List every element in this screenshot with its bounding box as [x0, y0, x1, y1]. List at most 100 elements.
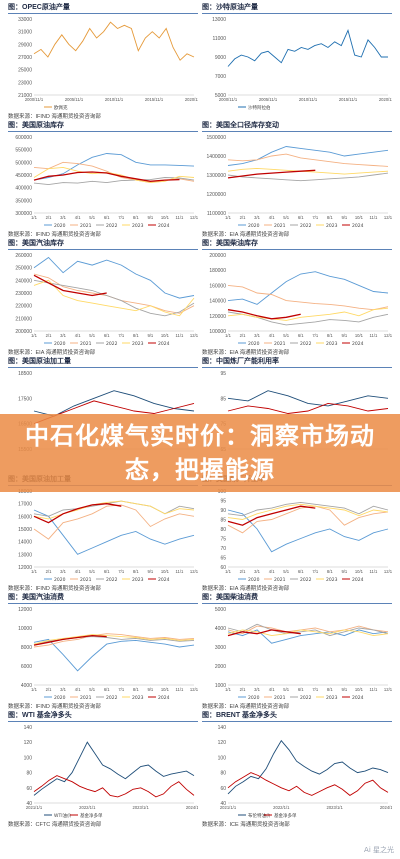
- chart-title: 图：美国原油加工量: [8, 356, 198, 368]
- chart-panel: 图：BRENT 基金净多头 140 120 100 80 60 40 2021/1/1 2022…: [202, 710, 392, 828]
- chart-panel: 图：美国柴油消费 5000 4000 3000 2000 1000 1/1 2/1 3/1 4/1…: [202, 592, 392, 710]
- y-tick-label: 1000: [215, 683, 226, 689]
- y-tick-label: 160000: [209, 283, 226, 289]
- chart-panel: 图：美国汽油消费 12000 10000 8000 6000 4000 1/1 2/1 3/1 4…: [8, 592, 198, 710]
- y-tick-label: 13000: [212, 17, 226, 23]
- chart-panel: 图：美国柴油库存 200000 180000 160000 140000 120000 10…: [202, 238, 392, 356]
- x-tick-label: 1/1: [31, 569, 37, 574]
- series-line: [33, 634, 195, 645]
- x-tick-label: 8/1: [133, 569, 139, 574]
- chart-title: 图：BRENT 基金净多头: [202, 710, 392, 722]
- x-tick-label: 8/1: [133, 687, 139, 692]
- x-tick-label: 9/1: [341, 687, 347, 692]
- x-tick-label: 2/1: [240, 333, 246, 338]
- y-tick-label: 500000: [15, 160, 32, 166]
- x-tick-label: 1/1: [225, 333, 231, 338]
- x-tick-label: 8/1: [327, 569, 333, 574]
- x-tick-label: 3/1: [254, 687, 260, 692]
- chart-panel: 图：美国炼厂开工率10095908580757065601/12/13/14/1…: [202, 474, 392, 592]
- x-tick-label: 3/1: [254, 333, 260, 338]
- series-line: [33, 274, 107, 297]
- y-tick-label: 100: [24, 755, 33, 761]
- chart-plot: 260000 250000 240000 230000 220000 210000 2000…: [15, 253, 198, 347]
- x-tick-label: 4/1: [269, 687, 275, 692]
- x-tick-label: 2/1: [46, 687, 52, 692]
- chart-source: 数据来源：EIA 海通期货投资咨询部: [202, 232, 290, 238]
- x-tick-label: 2020/11/1: [379, 97, 392, 102]
- x-tick-label: 12/1: [190, 569, 198, 574]
- legend-label: 2020: [248, 223, 260, 229]
- chart-source: 数据来源：IFIND 海通期货投资咨询部: [8, 232, 101, 238]
- x-tick-label: 8/1: [327, 215, 333, 220]
- series-line: [33, 503, 122, 524]
- x-tick-label: 3/1: [254, 569, 260, 574]
- series-line: [227, 169, 316, 179]
- y-tick-label: 200000: [209, 253, 226, 259]
- series-line: [227, 503, 389, 520]
- x-tick-label: 10/1: [355, 215, 364, 220]
- x-tick-label: 7/1: [312, 569, 318, 574]
- x-tick-label: 11/1: [176, 333, 185, 338]
- x-tick-label: 12/1: [384, 569, 392, 574]
- x-tick-label: 11/1: [370, 215, 379, 220]
- series-line: [227, 167, 389, 175]
- x-tick-label: 2015/11/1: [339, 97, 358, 102]
- x-tick-label: 1/1: [31, 687, 37, 692]
- chart-panel: 图：美国原油加工量1800017000160001500014000130001…: [8, 474, 198, 592]
- legend-label: 2020: [248, 695, 260, 701]
- x-tick-label: 2005/11/1: [65, 97, 84, 102]
- x-tick-label: 5/1: [283, 215, 289, 220]
- x-tick-label: 5/1: [283, 333, 289, 338]
- y-tick-label: 60: [26, 786, 32, 792]
- chart-panel: 图：WTI 基金净多头 140 120 100 80 60 40 2021/1/1 2022/1…: [8, 710, 198, 828]
- chart-plot: 100 95 90 85 80 75 70 65 601/1 2/1 3/1 4/1 5/1 6/1 7/1…: [218, 489, 392, 583]
- x-tick-label: 5/1: [89, 333, 95, 338]
- y-tick-label: 120000: [209, 314, 226, 320]
- legend-label: 2021: [80, 341, 92, 347]
- x-tick-label: 5/1: [283, 687, 289, 692]
- x-tick-label: 10/1: [355, 687, 364, 692]
- x-tick-label: 11/1: [370, 333, 379, 338]
- series-line: [227, 307, 389, 321]
- x-tick-label: 7/1: [118, 215, 124, 220]
- legend-label: 2024: [158, 577, 170, 583]
- x-tick-label: 9/1: [341, 569, 347, 574]
- y-tick-label: 4000: [215, 626, 226, 632]
- legend-label: 2023: [132, 341, 144, 347]
- y-tick-label: 23000: [18, 80, 32, 86]
- chart-title: 图：OPEC原油产量: [8, 2, 198, 14]
- chart-title: 图：WTI 基金净多头: [8, 710, 198, 722]
- legend-label: 2023: [326, 341, 338, 347]
- y-tick-label: 250000: [15, 266, 32, 272]
- chart-title: 图：中国炼厂产能利用率: [202, 356, 392, 368]
- legend-label: 2020: [54, 577, 66, 583]
- x-tick-label: 8/1: [133, 215, 139, 220]
- legend-label: 2023: [326, 223, 338, 229]
- x-tick-label: 9/1: [147, 333, 153, 338]
- legend-label: 2022: [106, 223, 118, 229]
- x-tick-label: 4/1: [75, 687, 81, 692]
- x-tick-label: 2000/11/1: [25, 97, 44, 102]
- series-line: [227, 172, 389, 182]
- x-tick-label: 3/1: [60, 333, 66, 338]
- series-line: [33, 500, 195, 517]
- x-tick-label: 2015/11/1: [145, 97, 164, 102]
- x-tick-label: 1/1: [31, 333, 37, 338]
- chart-panel: 图：沙特原油产量 13000 11000 9000 7000 5000 2000/11/1 2…: [202, 2, 392, 120]
- x-tick-label: 7/1: [118, 569, 124, 574]
- x-tick-label: 3/1: [254, 215, 260, 220]
- x-tick-label: 9/1: [341, 215, 347, 220]
- x-tick-label: 1/1: [225, 687, 231, 692]
- x-tick-label: 11/1: [176, 215, 185, 220]
- x-tick-label: 8/1: [327, 333, 333, 338]
- series-line: [227, 284, 389, 311]
- y-tick-label: 220000: [15, 304, 32, 310]
- x-tick-label: 3/1: [60, 215, 66, 220]
- y-tick-label: 240000: [15, 278, 32, 284]
- y-tick-label: 100: [218, 489, 227, 495]
- x-tick-label: 1/1: [225, 215, 231, 220]
- y-tick-label: 210000: [15, 316, 32, 322]
- legend-label: 基金净多单: [274, 812, 297, 819]
